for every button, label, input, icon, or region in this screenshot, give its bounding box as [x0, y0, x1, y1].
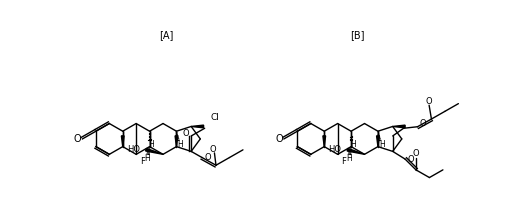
Text: [B]: [B] — [351, 30, 365, 40]
Polygon shape — [392, 125, 405, 128]
Polygon shape — [347, 148, 365, 154]
Text: F: F — [140, 157, 145, 166]
Polygon shape — [146, 148, 163, 154]
Text: O: O — [182, 129, 189, 138]
Text: O: O — [74, 134, 81, 144]
Text: Cl: Cl — [211, 113, 220, 122]
Polygon shape — [376, 136, 380, 147]
Text: O: O — [419, 119, 426, 128]
Polygon shape — [191, 125, 203, 128]
Text: O: O — [210, 145, 216, 154]
Polygon shape — [122, 136, 124, 147]
Text: F: F — [341, 157, 347, 166]
Text: HO: HO — [127, 145, 140, 154]
Text: HO: HO — [328, 145, 341, 154]
Text: H: H — [350, 140, 355, 149]
Text: O: O — [204, 153, 211, 162]
Text: H: H — [379, 140, 385, 149]
Text: H: H — [148, 140, 154, 149]
Text: H: H — [346, 154, 352, 163]
Polygon shape — [175, 136, 178, 147]
Text: O: O — [426, 97, 433, 106]
Text: O: O — [407, 155, 414, 163]
Text: [A]: [A] — [159, 30, 174, 40]
Text: O: O — [276, 134, 283, 144]
Text: H: H — [144, 154, 150, 163]
Text: O: O — [413, 149, 419, 158]
Text: H: H — [178, 140, 183, 149]
Polygon shape — [323, 136, 325, 147]
